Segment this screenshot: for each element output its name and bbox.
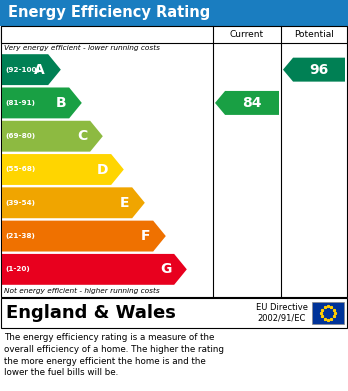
- Text: Energy Efficiency Rating: Energy Efficiency Rating: [8, 5, 210, 20]
- Text: F: F: [141, 229, 150, 243]
- Text: 96: 96: [309, 63, 329, 77]
- Bar: [0, 0, 348, 26]
- Text: (39-54): (39-54): [5, 200, 35, 206]
- Polygon shape: [2, 54, 61, 85]
- Text: Very energy efficient - lower running costs: Very energy efficient - lower running co…: [4, 45, 160, 51]
- Text: A: A: [34, 63, 45, 77]
- Text: 84: 84: [242, 96, 262, 110]
- Text: (1-20): (1-20): [5, 266, 30, 273]
- Polygon shape: [2, 121, 103, 152]
- Polygon shape: [215, 91, 279, 115]
- Polygon shape: [2, 187, 145, 218]
- Text: (69-80): (69-80): [5, 133, 35, 139]
- Bar: [1, 26, 347, 43]
- Polygon shape: [2, 88, 82, 118]
- Text: EU Directive
2002/91/EC: EU Directive 2002/91/EC: [256, 303, 308, 323]
- Text: (81-91): (81-91): [5, 100, 35, 106]
- Polygon shape: [2, 154, 124, 185]
- Text: D: D: [97, 163, 108, 176]
- Text: Potential: Potential: [294, 30, 334, 39]
- Text: (21-38): (21-38): [5, 233, 35, 239]
- Text: The energy efficiency rating is a measure of the
overall efficiency of a home. T: The energy efficiency rating is a measur…: [4, 333, 224, 377]
- Text: (55-68): (55-68): [5, 167, 35, 172]
- Polygon shape: [2, 221, 166, 251]
- Text: E: E: [120, 196, 129, 210]
- Text: Not energy efficient - higher running costs: Not energy efficient - higher running co…: [4, 288, 160, 294]
- Text: England & Wales: England & Wales: [6, 304, 176, 322]
- Text: C: C: [77, 129, 87, 143]
- Bar: [1, 26, 347, 297]
- Text: (92-100): (92-100): [5, 66, 40, 73]
- Polygon shape: [283, 57, 345, 82]
- Text: Current: Current: [230, 30, 264, 39]
- Bar: [1, 298, 347, 328]
- Text: G: G: [160, 262, 171, 276]
- Bar: [312, 302, 344, 324]
- Text: B: B: [56, 96, 66, 110]
- Polygon shape: [2, 254, 187, 285]
